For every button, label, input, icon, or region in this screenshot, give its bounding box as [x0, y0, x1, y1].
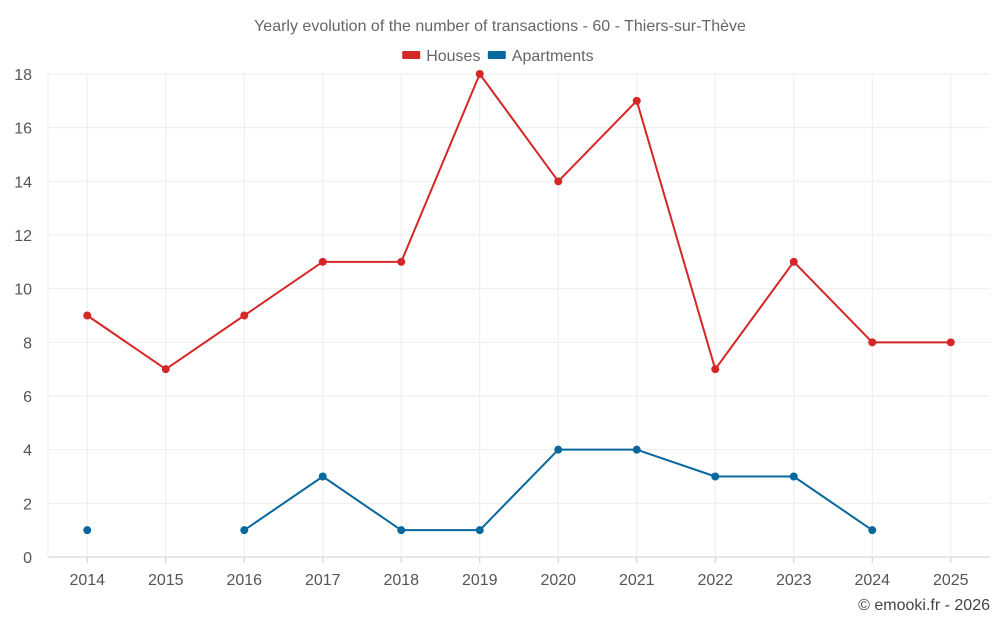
data-point[interactable]	[240, 526, 249, 535]
series-apartments	[83, 445, 877, 535]
data-point[interactable]	[554, 177, 563, 186]
legend-label: Apartments	[512, 48, 594, 65]
series-line	[86, 73, 951, 371]
series-houses	[83, 70, 955, 374]
data-point[interactable]	[83, 311, 92, 320]
data-point[interactable]	[632, 445, 641, 454]
x-tick-label: 2021	[619, 572, 655, 589]
y-tick-label: 14	[14, 174, 32, 191]
y-tick-label: 4	[23, 443, 32, 460]
credit-text: © emooki.fr - 2026	[858, 597, 990, 614]
data-point[interactable]	[397, 526, 406, 535]
legend-item-apartments[interactable]: Apartments	[487, 48, 594, 65]
x-tick-label: 2018	[383, 572, 419, 589]
x-axis-ticks: 2014 2015 2016 2017 2018 2019 2020 2021 2022 2023…	[69, 572, 968, 589]
data-point[interactable]	[240, 311, 249, 320]
data-point[interactable]	[318, 472, 327, 481]
x-tick-label: 2024	[854, 572, 890, 589]
chart-title: Yearly evolution of the number of transa…	[254, 18, 746, 35]
data-point[interactable]	[475, 526, 484, 535]
y-tick-label: 2	[23, 496, 32, 513]
x-tick-label: 2022	[697, 572, 733, 589]
y-tick-label: 18	[14, 67, 32, 84]
y-tick-label: 10	[14, 282, 32, 299]
x-tick-label: 2023	[776, 572, 812, 589]
y-tick-label: 16	[14, 121, 32, 138]
x-tick-label: 2014	[69, 572, 105, 589]
legend-item-houses[interactable]: Houses	[402, 48, 480, 65]
data-point[interactable]	[554, 445, 563, 454]
data-point[interactable]	[397, 257, 406, 266]
series-layer	[83, 70, 955, 535]
x-tick-label: 2017	[305, 572, 341, 589]
y-tick-label: 12	[14, 228, 32, 245]
legend: Houses Apartments	[402, 48, 594, 65]
legend-swatch	[487, 51, 506, 59]
data-point[interactable]	[83, 526, 92, 535]
x-tick-label: 2015	[148, 572, 184, 589]
y-tick-label: 6	[23, 389, 32, 406]
data-point[interactable]	[946, 338, 955, 347]
data-point[interactable]	[868, 526, 877, 535]
legend-swatch	[402, 51, 421, 59]
x-tick-label: 2016	[226, 572, 262, 589]
x-tick-label: 2025	[933, 572, 969, 589]
data-point[interactable]	[711, 472, 720, 481]
y-tick-label: 0	[23, 550, 32, 567]
x-tick-label: 2019	[462, 572, 498, 589]
data-point[interactable]	[475, 70, 484, 78]
x-tick-label: 2020	[540, 572, 576, 589]
y-tick-label: 8	[23, 335, 32, 352]
data-point[interactable]	[161, 365, 170, 374]
y-axis-ticks: 0 2 4 6 8 10 12 14 16 18	[14, 67, 32, 567]
data-point[interactable]	[318, 257, 327, 266]
legend-label: Houses	[426, 48, 480, 65]
data-point[interactable]	[711, 365, 720, 374]
data-point[interactable]	[868, 338, 877, 347]
data-point[interactable]	[789, 257, 798, 266]
data-point[interactable]	[789, 472, 798, 481]
data-point[interactable]	[632, 96, 641, 105]
